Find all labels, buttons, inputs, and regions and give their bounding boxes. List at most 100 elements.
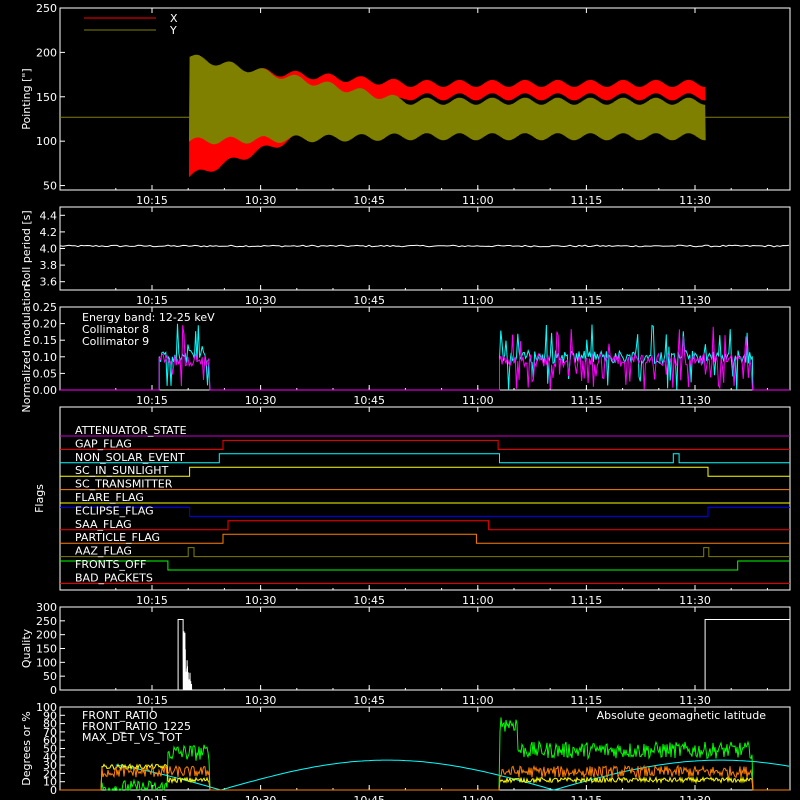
- flags-xtick-label: 10:45: [353, 594, 385, 607]
- flag-label-FRONTS_OFF: FRONTS_OFF: [75, 558, 146, 571]
- quality-ytick-label: 100: [36, 656, 57, 669]
- flag-label-AAZ_FLAG: AAZ_FLAG: [75, 545, 132, 558]
- modulation-ytick-label: 0.10: [33, 351, 58, 364]
- roll-ylabel: Roll period [s]: [20, 210, 33, 286]
- quality-ylabel: Quality: [20, 628, 33, 668]
- ratios-xtick-label: 11:30: [679, 794, 711, 800]
- quality-xtick-label: 10:45: [353, 694, 385, 707]
- ratios-ytick-label: 90: [43, 709, 57, 722]
- pointing-ytick-label: 50: [43, 180, 57, 193]
- modulation-panel: 10:15 10:30 10:45 11:00 11:15 11:30 0.00 0.05 0.…: [20, 284, 791, 413]
- ratios-ytick-label: 80: [43, 718, 57, 731]
- ratios-ytick-label: 10: [43, 776, 57, 789]
- flag-label-NON_SOLAR_EVENT: NON_SOLAR_EVENT: [75, 451, 185, 464]
- flags-xtick-label: 11:00: [462, 594, 494, 607]
- ratios-ytick-label: 30: [43, 759, 57, 772]
- roll-ytick-label: 4.2: [40, 226, 58, 239]
- quality-xtick-label: 11:15: [571, 694, 603, 707]
- flag-label-ECLIPSE_FLAG: ECLIPSE_FLAG: [75, 504, 154, 517]
- modulation-ytick-label: 0.25: [33, 301, 58, 314]
- roll-ytick-label: 3.6: [40, 276, 58, 289]
- flags-ylabel: Flags: [33, 484, 46, 513]
- legend-label-X: X: [170, 12, 178, 25]
- flag-line-SAA_FLAG: [60, 520, 790, 531]
- modulation-legend-Collimator 8: Collimator 8: [82, 323, 149, 336]
- flags-xtick-label: 11:15: [571, 594, 603, 607]
- modulation-ylabel: Normalized modulation: [20, 284, 33, 412]
- ratios-ytick-label: 60: [43, 734, 57, 747]
- flag-label-PARTICLE_FLAG: PARTICLE_FLAG: [75, 531, 160, 544]
- modulation-ytick-label: 0.15: [33, 334, 58, 347]
- pointing-frame: [59, 7, 791, 191]
- legend-label-Y: Y: [169, 24, 177, 37]
- ratios-xtick-label: 11:00: [462, 794, 494, 800]
- ratios-xtick-label: 10:45: [353, 794, 385, 800]
- flag-label-ATTENUATOR_STATE: ATTENUATOR_STATE: [75, 424, 187, 437]
- roll-xtick-label: 11:15: [571, 294, 603, 307]
- ratios-xtick-label: 10:30: [245, 794, 277, 800]
- quality-xtick-label: 10:30: [245, 694, 277, 707]
- ratios-legend-MAX_DET_VS_TOT: MAX_DET_VS_TOT: [82, 731, 182, 744]
- ratios-legend-FRONT_RATIO_1225: FRONT_RATIO_1225: [82, 720, 191, 733]
- modulation-xtick-label: 11:15: [571, 394, 603, 407]
- pointing-xtick-label: 10:45: [353, 194, 385, 207]
- ratios-xtick-label: 10:15: [136, 794, 168, 800]
- modulation-xtick-label: 11:30: [679, 394, 711, 407]
- roll-panel: 10:15 10:30 10:45 11:00 11:15 11:30 3.6 3.8 4.0 4…: [20, 206, 791, 307]
- quality-ytick-label: 250: [36, 615, 57, 628]
- quality-ytick-label: 50: [43, 670, 57, 683]
- modulation-xtick-label: 11:00: [462, 394, 494, 407]
- roll-xtick-label: 10:15: [136, 294, 168, 307]
- modulation-xtick-label: 10:30: [245, 394, 277, 407]
- flags-xtick-label: 10:30: [245, 594, 277, 607]
- pointing-panel: 10:15 10:30 10:45 11:00 11:15 11:30 50 100 150 20…: [20, 2, 791, 207]
- flag-line-ECLIPSE_FLAG: [60, 506, 790, 517]
- pointing-ytick-label: 250: [36, 2, 57, 15]
- flag-label-FLARE_FLAG: FLARE_FLAG: [75, 491, 144, 504]
- roll-xtick-label: 11:00: [462, 294, 494, 307]
- flag-line-SC_IN_SUNLIGHT: [60, 466, 790, 477]
- ratios-ytick-label: 40: [43, 751, 57, 764]
- pointing-series-Y: [189, 54, 706, 145]
- flags-xtick-label: 10:15: [136, 594, 168, 607]
- ratios-legend-FRONT_RATIO: FRONT_RATIO: [82, 709, 158, 722]
- modulation-legend-Collimator 9: Collimator 9: [82, 335, 149, 348]
- modulation-ytick-label: 0.00: [33, 384, 58, 397]
- quality-ytick-label: 300: [36, 601, 57, 614]
- modulation-annotation: Energy band: 12-25 keV: [82, 311, 215, 324]
- roll-ytick-label: 3.8: [40, 259, 58, 272]
- flag-line-AAZ_FLAG: [60, 547, 790, 558]
- ratios-ylabel: Degrees or %: [20, 711, 33, 785]
- roll-xtick-label: 10:30: [245, 294, 277, 307]
- ratios-legend-latitude: Absolute geomagnetic latitude: [597, 709, 767, 722]
- ratios-ytick-label: 70: [43, 726, 57, 739]
- pointing-ytick-label: 100: [36, 135, 57, 148]
- flags-frame: [59, 406, 791, 591]
- ratios-series-max-det: [60, 764, 790, 791]
- ratios-ytick-label: 100: [36, 701, 57, 714]
- flag-label-SC_IN_SUNLIGHT: SC_IN_SUNLIGHT: [75, 464, 169, 477]
- quality-frame: [59, 606, 791, 691]
- quality-xtick-label: 11:30: [679, 694, 711, 707]
- modulation-series-Collimator 9: [60, 325, 790, 391]
- flag-label-BAD_PACKETS: BAD_PACKETS: [75, 571, 153, 584]
- pointing-xtick-label: 11:00: [462, 194, 494, 207]
- modulation-xtick-label: 10:15: [136, 394, 168, 407]
- flag-label-SAA_FLAG: SAA_FLAG: [75, 518, 132, 531]
- flag-line-NON_SOLAR_EVENT: [60, 453, 790, 464]
- modulation-ytick-label: 0.20: [33, 318, 58, 331]
- roll-xtick-label: 11:30: [679, 294, 711, 307]
- pointing-ytick-label: 150: [36, 91, 57, 104]
- pointing-xtick-label: 11:30: [679, 194, 711, 207]
- roll-ytick-label: 4.4: [40, 209, 58, 222]
- quality-series: [60, 619, 790, 691]
- pointing-series-X: [189, 62, 706, 177]
- pointing-ylabel: Pointing ["]: [20, 68, 33, 129]
- pointing-xtick-label: 10:15: [136, 194, 168, 207]
- quality-ytick-label: 200: [36, 629, 57, 642]
- roll-frame: [59, 206, 791, 291]
- pointing-ytick-label: 200: [36, 46, 57, 59]
- flag-line-FRONTS_OFF: [60, 560, 790, 571]
- quality-xtick-label: 11:00: [462, 694, 494, 707]
